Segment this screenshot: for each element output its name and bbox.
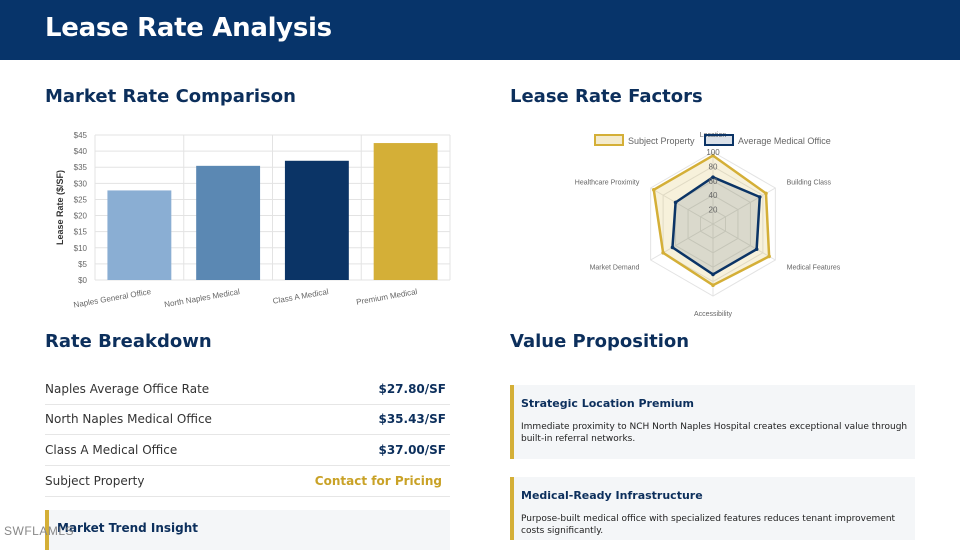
radar-axis-label: Accessibility — [694, 311, 733, 318]
rate-row: North Naples Medical Office $35.43/SF — [45, 404, 450, 435]
value-card-infrastructure: Medical-Ready Infrastructure Purpose-bui… — [510, 477, 915, 540]
y-tick-label: $10 — [74, 244, 88, 253]
page-title: Lease Rate Analysis — [45, 13, 332, 43]
radar-spoke — [712, 223, 776, 261]
y-axis-label: Lease Rate ($/SF) — [55, 170, 65, 245]
legend-label: Average Medical Office — [738, 136, 831, 146]
y-tick-label: $45 — [74, 131, 88, 140]
y-tick-label: $5 — [78, 260, 87, 269]
radar-point — [767, 254, 771, 259]
market-rate-bar-chart: $0 $5 $10 $15 $20 $25 $30 $35 $40 $45 Naples Gener… — [55, 131, 451, 310]
radar-tick-label: 100 — [706, 148, 720, 157]
insight-title: Market Trend Insight — [57, 521, 199, 535]
radar-point — [757, 195, 762, 199]
y-tick-label: $15 — [74, 228, 88, 237]
value-card-description: Immediate proximity to NCH North Naples … — [521, 422, 908, 444]
x-tick-label: Naples General Office — [73, 287, 152, 310]
radar-tick-label: 60 — [709, 177, 718, 186]
rate-breakdown-title: Rate Breakdown — [45, 331, 212, 352]
x-tick-label: Premium Medical — [356, 287, 419, 307]
rate-value: $37.00/SF — [378, 443, 446, 457]
rate-value: $35.43/SF — [378, 412, 446, 426]
rate-label: Class A Medical Office — [45, 443, 178, 457]
watermark-text: SWFLAMLS — [4, 524, 75, 538]
rate-row: Class A Medical Office $37.00/SF — [45, 435, 450, 466]
radar-point — [711, 153, 715, 158]
radar-point — [673, 200, 678, 205]
rate-label: Subject Property — [45, 474, 145, 488]
rate-row: Naples Average Office Rate $27.80/SF — [45, 374, 450, 405]
lease-rate-factors-title: Lease Rate Factors — [510, 86, 703, 107]
legend-label: Subject Property — [628, 136, 695, 146]
market-rate-comparison-title: Market Rate Comparison — [45, 86, 296, 107]
radar-tick-label: 20 — [709, 206, 718, 215]
x-tick-label: Class A Medical — [272, 287, 329, 306]
radar-tick-label: 40 — [709, 191, 718, 200]
y-tick-label: $25 — [74, 195, 88, 204]
radar-point — [764, 191, 768, 196]
bar — [284, 160, 349, 280]
radar-axis-label: Market Demand — [590, 265, 640, 272]
y-tick-label: $30 — [74, 179, 88, 188]
rate-value-contact: Contact for Pricing — [314, 474, 442, 488]
rate-label: Naples Average Office Rate — [45, 382, 210, 396]
market-trend-insight-card: Market Trend Insight — [45, 510, 450, 550]
radar-spoke — [650, 223, 714, 261]
radar-axis-label: Building Class — [787, 180, 832, 187]
radar-axis-label: Healthcare Proximity — [575, 180, 640, 187]
radar-axis-label: Medical Features — [787, 265, 841, 272]
y-tick-label: $35 — [74, 163, 88, 172]
x-tick-label: North Naples Medical — [164, 287, 241, 309]
rate-row: Subject Property Contact for Pricing — [45, 466, 450, 497]
radar-tick-label: 80 — [709, 162, 718, 171]
radar-point — [670, 245, 675, 250]
radar-point — [711, 283, 715, 287]
radar-point — [711, 272, 715, 277]
radar-point — [711, 175, 715, 179]
value-card-title: Strategic Location Premium — [521, 397, 694, 410]
legend-swatch — [594, 134, 624, 146]
bar — [107, 190, 172, 280]
value-card-title: Medical-Ready Infrastructure — [521, 489, 703, 502]
rate-label: North Naples Medical Office — [45, 412, 212, 426]
header-bar: Lease Rate Analysis — [0, 0, 960, 60]
radar-point — [754, 247, 759, 251]
rate-value: $27.80/SF — [378, 382, 446, 396]
value-proposition-title: Value Proposition — [510, 331, 690, 352]
y-tick-label: $0 — [78, 276, 87, 285]
radar-point — [661, 251, 665, 255]
y-tick-label: $20 — [74, 212, 88, 221]
legend-swatch — [704, 134, 734, 146]
bar — [373, 143, 438, 280]
y-tick-label: $40 — [74, 147, 88, 156]
bar — [196, 165, 261, 280]
radar-point — [651, 188, 656, 192]
radar-spoke — [650, 187, 714, 225]
lease-rate-factors-radar-chart: 20406080100LocationBuilding ClassMedical… — [575, 132, 841, 318]
value-card-description: Purpose-built medical office with specia… — [521, 514, 896, 536]
value-card-location: Strategic Location Premium Immediate pro… — [510, 385, 915, 459]
